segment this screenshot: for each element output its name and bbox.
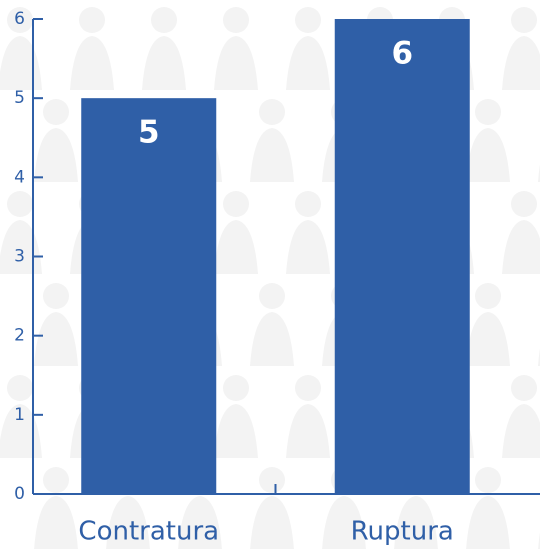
watermark-figure-body	[286, 36, 330, 90]
watermark-figure-head	[151, 7, 177, 33]
watermark-figure-head	[511, 191, 537, 217]
watermark-figure-body	[466, 128, 510, 182]
watermark-figure-head	[7, 375, 33, 401]
watermark-figure-head	[223, 7, 249, 33]
chart-bars	[81, 19, 470, 495]
watermark-figure-body	[502, 220, 540, 274]
watermark-figure-body	[466, 312, 510, 366]
watermark-figure-head	[43, 99, 69, 125]
watermark-figure-head	[295, 191, 321, 217]
watermark-figure-body	[214, 220, 258, 274]
watermark-figure-head	[7, 191, 33, 217]
watermark-figure-head	[511, 375, 537, 401]
watermark-figure-body	[286, 404, 330, 458]
watermark-figure-body	[106, 496, 150, 549]
watermark-figure-body	[34, 312, 78, 366]
watermark-figure-head	[475, 99, 501, 125]
watermark-figure-head	[475, 467, 501, 493]
watermark-figure-head	[295, 375, 321, 401]
watermark-figure-head	[511, 7, 537, 33]
data-label-contratura: 5	[138, 115, 160, 151]
watermark-figure-body	[250, 312, 294, 366]
watermark-figure-body	[0, 220, 42, 274]
watermark-figure-body	[214, 404, 258, 458]
watermark-figure-head	[223, 191, 249, 217]
watermark-figure-body	[466, 496, 510, 549]
watermark-figure-body	[70, 36, 114, 90]
watermark-figure-body	[178, 496, 222, 549]
watermark-figure-head	[259, 467, 285, 493]
watermark-figure-body	[250, 128, 294, 182]
y-tick-label-3: 3	[14, 247, 25, 267]
watermark-figure-body	[34, 496, 78, 549]
y-tick-label-2: 2	[14, 326, 25, 346]
watermark-figure-head	[475, 283, 501, 309]
watermark-figure-body	[394, 496, 438, 549]
y-tick-label-4: 4	[14, 167, 25, 187]
bar-ruptura	[334, 19, 470, 494]
watermark-figure-head	[79, 7, 105, 33]
watermark-figure-body	[0, 36, 42, 90]
watermark-figure-head	[223, 375, 249, 401]
bar-contratura	[81, 98, 217, 495]
watermark-figure-head	[7, 7, 33, 33]
watermark-figure-body	[286, 220, 330, 274]
watermark-figure-head	[43, 467, 69, 493]
watermark-figure-head	[295, 7, 321, 33]
watermark-figure-body	[502, 404, 540, 458]
y-tick-label-6: 6	[14, 9, 25, 29]
y-tick-label-1: 1	[14, 405, 25, 425]
y-tick-label-5: 5	[14, 88, 25, 108]
watermark-figure-head	[259, 283, 285, 309]
watermark-figure-body	[214, 36, 258, 90]
watermark-figure-head	[259, 99, 285, 125]
watermark-figure-body	[502, 36, 540, 90]
watermark-figure-body	[322, 496, 366, 549]
data-label-ruptura: 6	[391, 36, 413, 72]
watermark-figure-body	[34, 128, 78, 182]
watermark-figure-body	[250, 496, 294, 549]
watermark-figure-body	[0, 404, 42, 458]
y-tick-label-0: 0	[14, 484, 25, 504]
watermark-figure-head	[43, 283, 69, 309]
watermark-figure-body	[142, 36, 186, 90]
chart-labels: 0 1 2 3 4 5 6 5 Contratura 6 Ruptura	[14, 9, 454, 547]
x-category-label-contratura: Contratura	[78, 517, 219, 547]
x-category-label-ruptura: Ruptura	[351, 517, 454, 547]
